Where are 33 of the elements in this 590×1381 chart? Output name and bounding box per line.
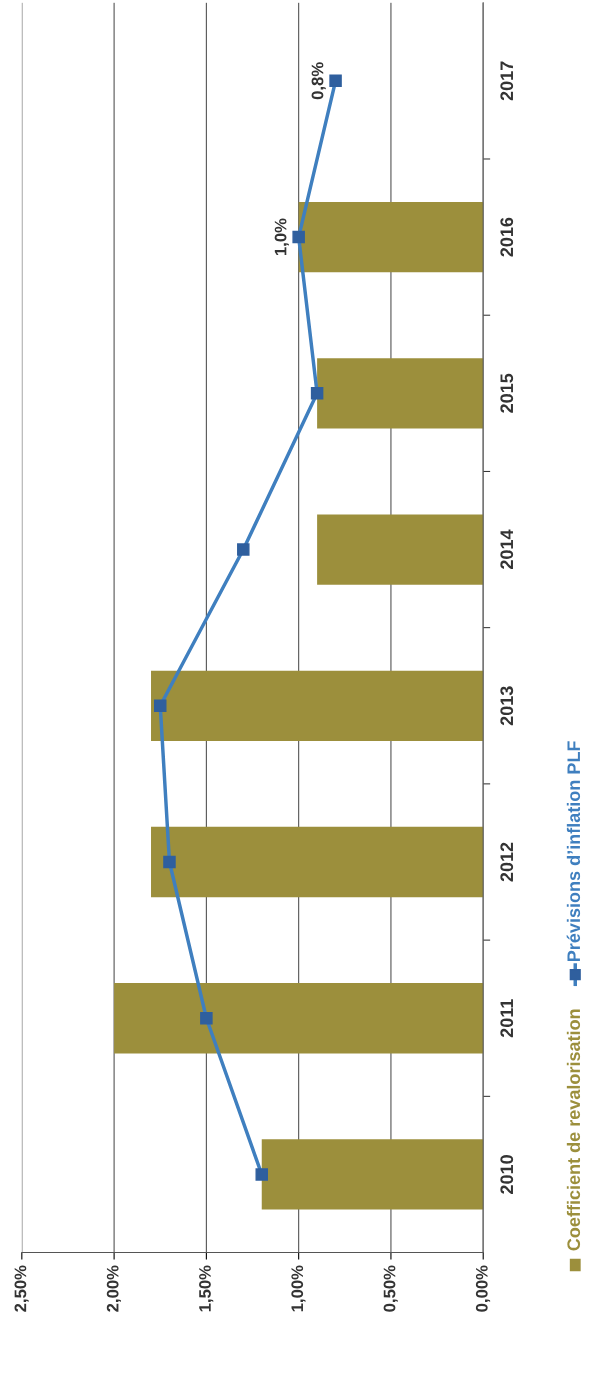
text: Coefficient de revalorisation — [566, 1009, 581, 1251]
text: Prévisions d’inflation PLF — [566, 741, 581, 962]
bar — [317, 514, 484, 585]
y-tick-label: 2010 — [500, 1155, 514, 1194]
y-tick-label: 2011 — [500, 999, 514, 1038]
x-tick-label: 1,50% — [199, 1265, 214, 1312]
bar — [114, 983, 484, 1054]
bar — [151, 670, 484, 741]
y-tick-label: 2013 — [500, 686, 514, 726]
y-tick-label: 2017 — [500, 61, 514, 101]
bar — [298, 201, 484, 273]
point — [153, 699, 167, 713]
point — [237, 543, 250, 556]
y-tick-label: 2016 — [500, 217, 514, 257]
data-label: 0,8% — [311, 62, 326, 100]
x-tick-label: 2,00% — [106, 1265, 121, 1312]
point — [200, 1011, 213, 1025]
x-tick-label: 2,50% — [14, 1265, 29, 1312]
bar — [317, 358, 484, 429]
bar — [151, 826, 484, 898]
x-tick-label: 1,00% — [291, 1265, 306, 1312]
x-tick-label: 0,50% — [383, 1265, 398, 1312]
point — [329, 74, 342, 88]
x-tick-label: 0,00% — [475, 1265, 491, 1312]
bar — [261, 1139, 484, 1210]
y-tick-label: 2012 — [500, 842, 514, 882]
point — [163, 855, 176, 869]
point — [255, 1168, 268, 1181]
y-tick-label: 2014 — [500, 529, 514, 570]
point — [310, 387, 324, 400]
y-tick-label: 2015 — [500, 373, 514, 413]
data-label: 1,0% — [274, 218, 289, 256]
point — [292, 230, 305, 244]
